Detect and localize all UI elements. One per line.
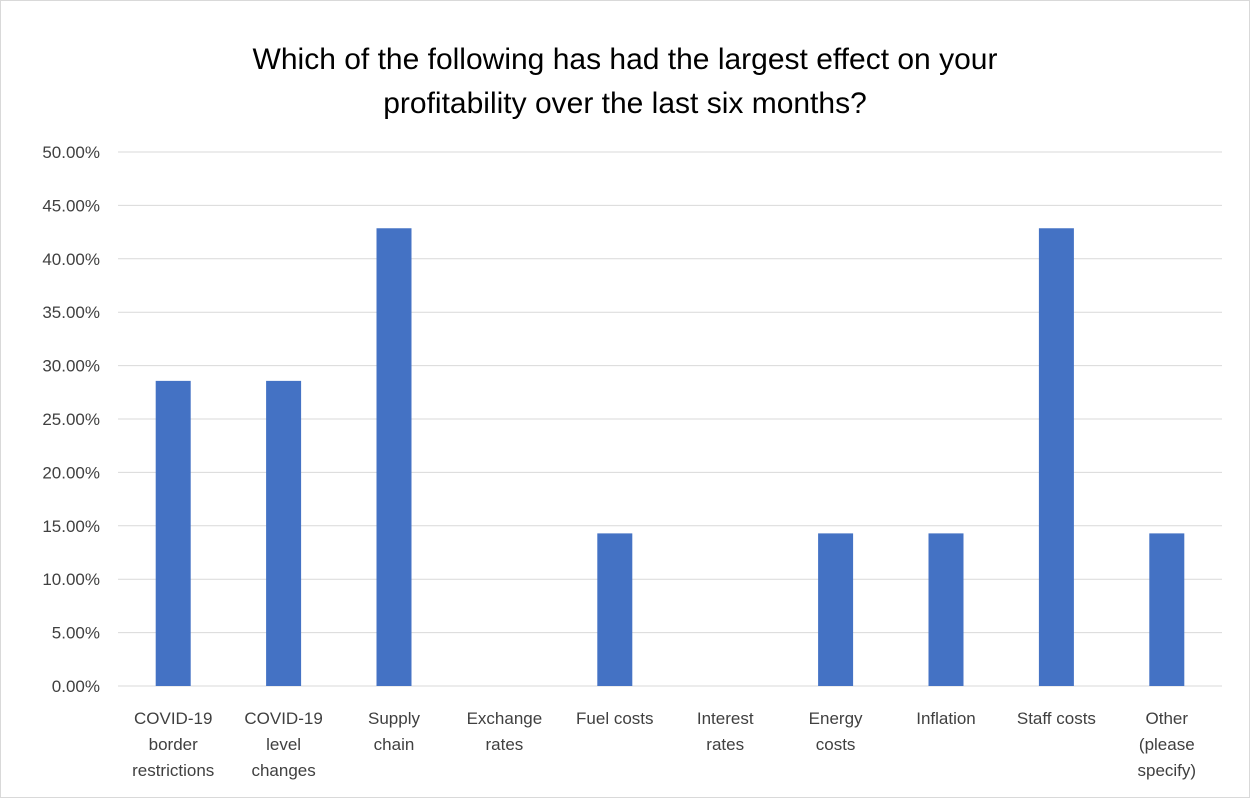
x-axis-tick-labels: COVID-19 border restrictions COVID-19 level c… xyxy=(132,709,1196,780)
y-tick-label: 5.00% xyxy=(52,624,100,643)
x-tick-label: Exchange rates xyxy=(467,709,543,754)
chart-title: Which of the following has had the large… xyxy=(0,38,1250,126)
bar xyxy=(1149,533,1185,686)
bar xyxy=(928,533,964,686)
y-tick-label: 10.00% xyxy=(42,570,100,589)
x-tick-label: COVID-19 border restrictions xyxy=(132,709,214,780)
y-axis-tick-labels: 0.00% 5.00% 10.00% 15.00% 20.00% 25.00% 30.00%… xyxy=(42,143,100,696)
gridlines xyxy=(118,151,1222,687)
bar xyxy=(376,228,412,687)
x-tick-label: Inflation xyxy=(916,709,976,728)
x-tick-label: Other (please specify) xyxy=(1138,709,1197,780)
y-tick-label: 25.00% xyxy=(42,410,100,429)
y-tick-label: 15.00% xyxy=(42,517,100,536)
x-tick-label: Fuel costs xyxy=(576,709,653,728)
bar xyxy=(266,380,302,686)
bar xyxy=(597,533,633,686)
y-tick-label: 35.00% xyxy=(42,303,100,322)
x-tick-label: Staff costs xyxy=(1017,709,1096,728)
bar xyxy=(818,533,854,686)
x-tick-label: COVID-19 level changes xyxy=(244,709,322,780)
x-tick-label: Supply chain xyxy=(368,709,420,754)
chart-title-line-2: profitability over the last six months? xyxy=(383,87,867,120)
y-tick-label: 0.00% xyxy=(52,677,100,696)
chart-title-line-1: Which of the following has had the large… xyxy=(252,43,998,76)
x-tick-label: Interest rates xyxy=(697,709,754,754)
y-tick-label: 50.00% xyxy=(42,143,100,162)
bar xyxy=(155,380,191,686)
y-tick-label: 45.00% xyxy=(42,196,100,215)
y-tick-label: 20.00% xyxy=(42,463,100,482)
bars xyxy=(155,228,1185,687)
bar xyxy=(1038,228,1074,687)
x-tick-label: Energy costs xyxy=(809,709,863,754)
y-tick-label: 40.00% xyxy=(42,250,100,269)
y-tick-label: 30.00% xyxy=(42,357,100,376)
